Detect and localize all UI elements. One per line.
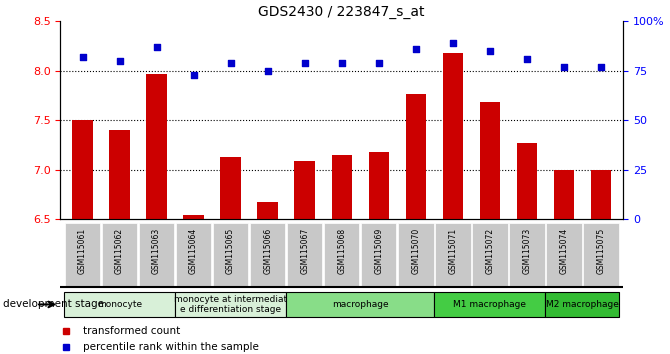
FancyBboxPatch shape [176, 223, 211, 287]
Bar [295, 161, 315, 219]
FancyBboxPatch shape [102, 223, 137, 287]
Point [373, 60, 384, 66]
Bar [257, 202, 278, 219]
Bar [443, 53, 463, 219]
FancyBboxPatch shape [546, 223, 582, 287]
Point [559, 64, 570, 70]
FancyBboxPatch shape [545, 292, 619, 317]
FancyBboxPatch shape [286, 292, 434, 317]
Text: GSM115062: GSM115062 [115, 228, 124, 274]
Text: monocyte at intermediat
e differentiation stage: monocyte at intermediat e differentiatio… [174, 295, 287, 314]
FancyBboxPatch shape [139, 223, 174, 287]
Text: GSM115071: GSM115071 [448, 228, 458, 274]
Bar [517, 143, 537, 219]
FancyBboxPatch shape [398, 223, 433, 287]
Bar [72, 120, 92, 219]
FancyBboxPatch shape [64, 292, 175, 317]
Bar [480, 102, 500, 219]
Text: GSM115072: GSM115072 [485, 228, 494, 274]
Title: GDS2430 / 223847_s_at: GDS2430 / 223847_s_at [259, 5, 425, 19]
Bar [332, 155, 352, 219]
FancyBboxPatch shape [250, 223, 285, 287]
FancyBboxPatch shape [175, 292, 286, 317]
FancyBboxPatch shape [509, 223, 545, 287]
Text: M1 macrophage: M1 macrophage [454, 300, 527, 309]
Text: GSM115067: GSM115067 [300, 228, 309, 274]
Text: macrophage: macrophage [332, 300, 389, 309]
FancyBboxPatch shape [434, 292, 545, 317]
FancyBboxPatch shape [361, 223, 397, 287]
Point [114, 58, 125, 64]
Text: GSM115064: GSM115064 [189, 228, 198, 274]
FancyBboxPatch shape [213, 223, 249, 287]
Point [521, 56, 532, 62]
Bar [405, 93, 426, 219]
Point [411, 46, 421, 52]
Text: GSM115069: GSM115069 [375, 228, 383, 274]
FancyBboxPatch shape [583, 223, 618, 287]
Point [225, 60, 236, 66]
Bar [369, 152, 389, 219]
Point [299, 60, 310, 66]
Text: M2 macrophage: M2 macrophage [546, 300, 619, 309]
Text: GSM115075: GSM115075 [596, 228, 606, 274]
Bar [184, 215, 204, 219]
Text: GSM115063: GSM115063 [152, 228, 161, 274]
Text: development stage: development stage [3, 299, 105, 309]
Bar [553, 170, 574, 219]
Point [596, 64, 606, 70]
Point [484, 48, 495, 54]
Point [448, 40, 458, 46]
Text: GSM115070: GSM115070 [411, 228, 420, 274]
FancyBboxPatch shape [472, 223, 508, 287]
FancyBboxPatch shape [324, 223, 360, 287]
Text: monocyte: monocyte [97, 300, 142, 309]
Point [336, 60, 347, 66]
Bar [591, 170, 611, 219]
Text: GSM115068: GSM115068 [337, 228, 346, 274]
Text: GSM115061: GSM115061 [78, 228, 87, 274]
Point [188, 72, 199, 78]
Text: transformed count: transformed count [83, 326, 180, 336]
Bar [109, 130, 130, 219]
Bar [146, 74, 167, 219]
Point [151, 44, 162, 50]
Text: GSM115074: GSM115074 [559, 228, 568, 274]
Text: GSM115073: GSM115073 [523, 228, 531, 274]
Text: percentile rank within the sample: percentile rank within the sample [83, 342, 259, 352]
Bar [220, 157, 241, 219]
Text: GSM115066: GSM115066 [263, 228, 272, 274]
Text: GSM115065: GSM115065 [226, 228, 235, 274]
Point [262, 68, 273, 74]
FancyBboxPatch shape [287, 223, 322, 287]
FancyBboxPatch shape [435, 223, 470, 287]
FancyBboxPatch shape [65, 223, 100, 287]
Point [77, 54, 88, 60]
